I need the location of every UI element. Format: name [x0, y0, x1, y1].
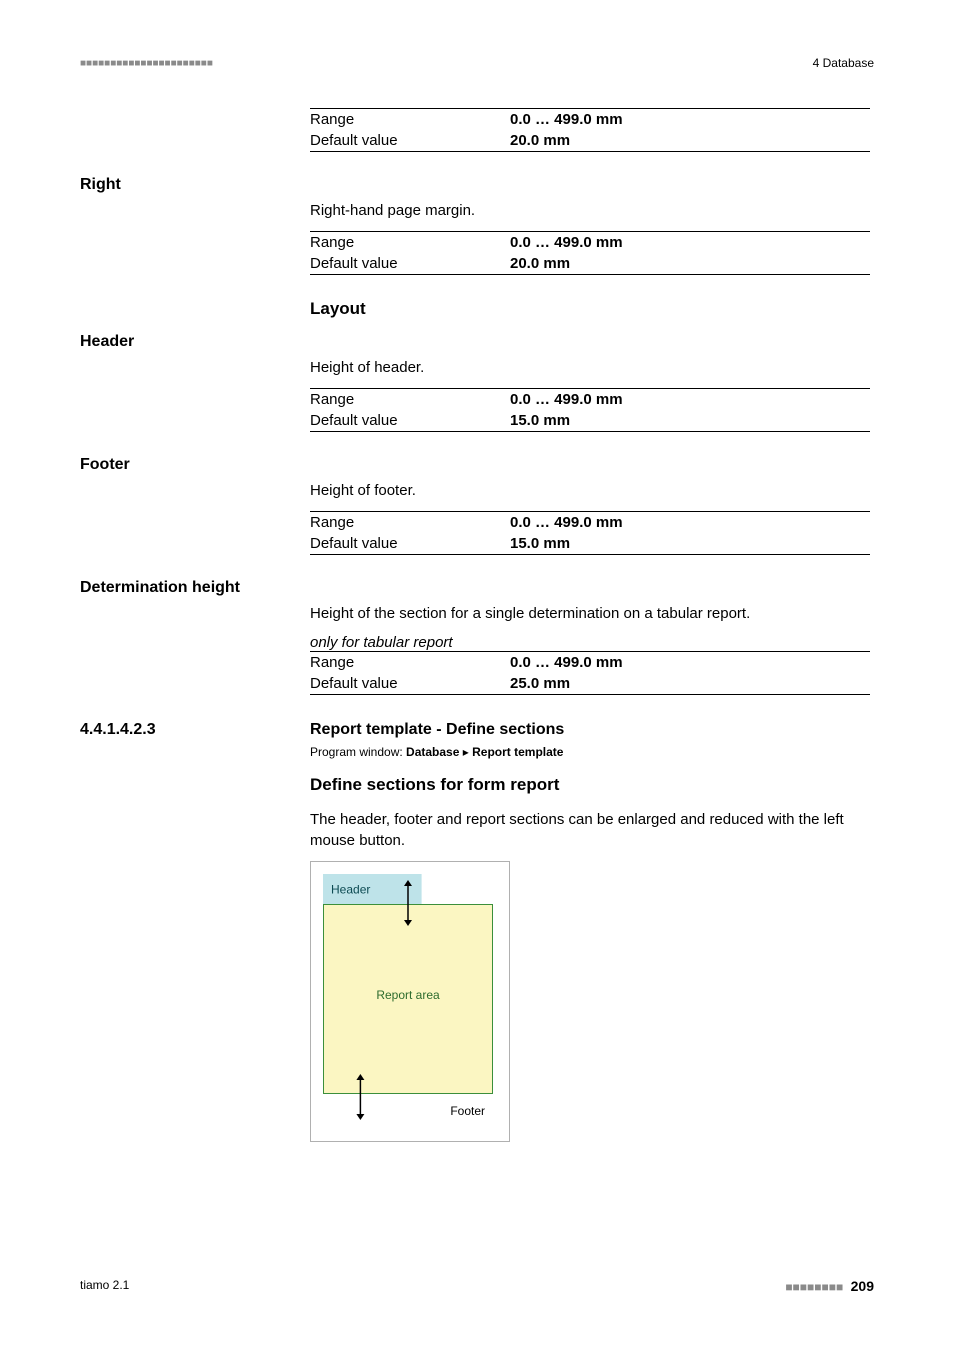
param-value: 15.0 mm	[510, 412, 570, 429]
footer-dashes: ■■■■■■■■	[785, 1280, 843, 1294]
param-table-right: Range 0.0 … 499.0 mm Default value 20.0 …	[310, 231, 870, 275]
desc-define-sections: The header, footer and report sections c…	[310, 809, 870, 851]
param-value: 0.0 … 499.0 mm	[510, 654, 623, 671]
param-table-detheight: Range 0.0 … 499.0 mm Default value 25.0 …	[310, 651, 870, 695]
param-value: 25.0 mm	[510, 675, 570, 692]
param-label: Range	[310, 391, 510, 408]
page-footer: tiamo 2.1 ■■■■■■■■ 209	[80, 1278, 874, 1294]
param-label: Range	[310, 111, 510, 128]
heading-layout: Layout	[310, 299, 874, 319]
param-label: Default value	[310, 255, 510, 272]
param-label: Default value	[310, 535, 510, 552]
param-label: Default value	[310, 675, 510, 692]
heading-footer: Footer	[80, 456, 874, 474]
desc-right: Right-hand page margin.	[310, 200, 870, 221]
program-window-part: Report template	[472, 745, 563, 759]
param-value: 15.0 mm	[510, 535, 570, 552]
header-chapter-label: 4 Database	[813, 56, 874, 70]
program-window-prefix: Program window:	[310, 745, 406, 759]
param-label: Range	[310, 654, 510, 671]
footer-product-name: tiamo 2.1	[80, 1278, 129, 1294]
param-table-top: Range 0.0 … 499.0 mm Default value 20.0 …	[310, 108, 870, 152]
svg-text:Footer: Footer	[450, 1104, 485, 1118]
param-table-header: Range 0.0 … 499.0 mm Default value 15.0 …	[310, 388, 870, 432]
page-number: 209	[851, 1278, 874, 1294]
section-number: 4.4.1.4.2.3	[80, 721, 310, 739]
param-value: 20.0 mm	[510, 132, 570, 149]
svg-text:Header: Header	[331, 883, 370, 897]
program-window-sep: ▸	[459, 745, 472, 759]
param-label: Default value	[310, 412, 510, 429]
param-value: 0.0 … 499.0 mm	[510, 514, 623, 531]
subheading-define-sections: Define sections for form report	[310, 775, 874, 795]
heading-right: Right	[80, 176, 874, 194]
param-value: 0.0 … 499.0 mm	[510, 111, 623, 128]
sections-illustration: Header Report area Footer	[323, 874, 493, 1124]
numbered-section-row: 4.4.1.4.2.3 Report template - Define sec…	[80, 721, 874, 739]
desc-determination-height: Height of the section for a single deter…	[310, 603, 870, 624]
section-title: Report template - Define sections	[310, 721, 564, 739]
param-value: 20.0 mm	[510, 255, 570, 272]
param-table-footer: Range 0.0 … 499.0 mm Default value 15.0 …	[310, 511, 870, 555]
param-label: Range	[310, 234, 510, 251]
param-value: 0.0 … 499.0 mm	[510, 234, 623, 251]
heading-header: Header	[80, 333, 874, 351]
desc-header: Height of header.	[310, 357, 870, 378]
heading-determination-height: Determination height	[80, 579, 874, 597]
param-label: Default value	[310, 132, 510, 149]
svg-text:Report area: Report area	[376, 988, 440, 1002]
desc-footer: Height of footer.	[310, 480, 870, 501]
param-label: Range	[310, 514, 510, 531]
caption-tabular-only: only for tabular report	[310, 634, 870, 651]
program-window-part: Database	[406, 745, 459, 759]
program-window-path: Program window: Database ▸ Report templa…	[310, 745, 874, 759]
param-value: 0.0 … 499.0 mm	[510, 391, 623, 408]
header-dashes: ■■■■■■■■■■■■■■■■■■■■■■	[80, 58, 213, 69]
illustration-frame: Header Report area Footer	[310, 861, 510, 1142]
